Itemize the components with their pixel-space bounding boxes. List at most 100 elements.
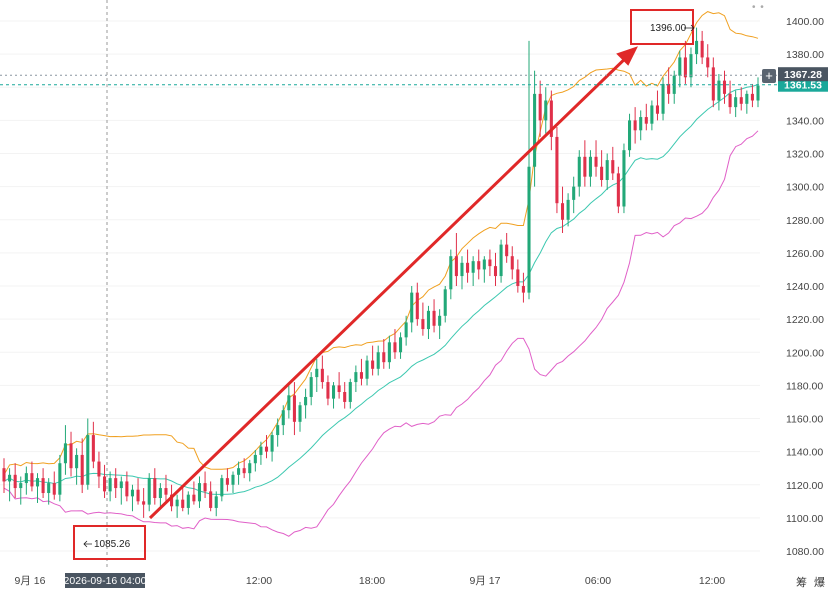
candle-body	[102, 476, 107, 492]
candle-body	[231, 474, 235, 485]
candle-body	[242, 468, 246, 474]
candle-body	[628, 120, 632, 151]
middle-band-line	[3, 84, 759, 495]
candle-body	[186, 494, 190, 508]
candle-body	[533, 93, 537, 167]
candle-body	[399, 337, 403, 353]
candle-body	[175, 499, 179, 507]
candle-body	[69, 443, 73, 469]
candle-body	[170, 494, 174, 507]
candle-body	[466, 262, 470, 273]
candle-body	[315, 368, 319, 378]
candle-body	[237, 468, 241, 475]
candle-body	[482, 259, 486, 270]
candle-body	[125, 481, 129, 497]
candle-body	[750, 93, 754, 101]
more-options-icon[interactable]: • •	[752, 2, 765, 13]
y-tick-label: 1400.00	[786, 16, 824, 28]
y-tick-label: 1380.00	[786, 49, 824, 61]
y-tick-label: 1300.00	[786, 182, 824, 194]
current-price-label: 1361.53	[784, 80, 822, 92]
candle-body	[510, 256, 514, 270]
trend-arrow-line	[148, 50, 634, 520]
candle-body	[371, 360, 375, 369]
y-tick-label: 1240.00	[786, 281, 824, 293]
candle-body	[443, 289, 447, 316]
candle-body	[516, 269, 520, 286]
candle-body	[432, 310, 436, 326]
candle-body	[30, 473, 34, 487]
candle-body	[438, 315, 442, 326]
y-tick-label: 1140.00	[786, 447, 823, 459]
current-price-badge	[778, 77, 828, 92]
candle-body	[655, 105, 660, 114]
candle-body	[426, 310, 431, 330]
add-price-line-button[interactable]: +	[762, 69, 776, 83]
candle-body	[287, 395, 291, 411]
candle-body	[661, 83, 665, 114]
candle-body	[588, 156, 592, 177]
candle-body	[97, 461, 101, 477]
candle-body	[304, 396, 308, 406]
x-tick-label: 06:00	[585, 575, 611, 587]
candle-body	[142, 501, 146, 505]
candle-body	[616, 173, 620, 207]
trend-arrow-head	[616, 46, 638, 66]
candle-body	[259, 446, 263, 455]
candle-body	[209, 491, 213, 508]
candle-body	[583, 156, 587, 177]
candle-body	[544, 100, 548, 121]
candle-body	[181, 499, 185, 508]
candle-body	[683, 57, 687, 78]
candle-body	[158, 488, 162, 498]
last-price-badge	[778, 67, 828, 82]
candle-body	[521, 286, 525, 293]
candle-body	[86, 435, 90, 485]
candle-body	[281, 410, 285, 426]
candle-body	[594, 156, 598, 167]
candle-body	[644, 117, 648, 124]
candle-body	[527, 166, 531, 293]
candle-body	[197, 483, 202, 502]
trend-arrow	[148, 46, 638, 520]
low-annotation-box	[73, 525, 146, 560]
candle-body	[493, 266, 498, 277]
candle-body	[214, 496, 218, 508]
candle-body	[24, 473, 28, 484]
candle-body	[711, 67, 715, 101]
candle-body	[130, 489, 134, 497]
candle-body	[220, 478, 224, 497]
candle-body	[572, 186, 576, 200]
candle-body	[337, 385, 341, 392]
y-tick-label: 1180.00	[786, 380, 823, 392]
candle-body	[2, 468, 6, 482]
candle-body	[555, 136, 559, 204]
candle-body	[8, 474, 12, 482]
high-annotation-label: 1396.00	[650, 23, 687, 34]
candle-body	[700, 40, 704, 58]
candle-body	[153, 478, 157, 498]
candle-body	[348, 382, 352, 402]
candle-body	[292, 395, 296, 422]
price-axis: 1400.001380.001360.001340.001320.001300.…	[786, 16, 824, 558]
axis-mode-icon[interactable]: 爆	[814, 577, 825, 589]
y-tick-label: 1340.00	[786, 115, 824, 127]
candle-body	[756, 85, 760, 101]
x-tick-label: 12:00	[699, 575, 725, 587]
candle-body	[47, 483, 51, 494]
candle-body	[678, 57, 682, 76]
candle-body	[600, 166, 604, 180]
candle-body	[639, 117, 643, 131]
y-tick-label: 1100.00	[786, 513, 823, 525]
candle-body	[91, 435, 95, 462]
x-tick-label: 18:00	[359, 575, 385, 587]
axis-settings-icon[interactable]: 筹	[796, 577, 807, 589]
candle-body	[633, 120, 637, 131]
candle-body	[650, 105, 654, 124]
candle-body	[136, 489, 140, 502]
candle-body	[410, 292, 414, 323]
candle-body	[404, 322, 408, 338]
candle-series	[2, 27, 760, 518]
